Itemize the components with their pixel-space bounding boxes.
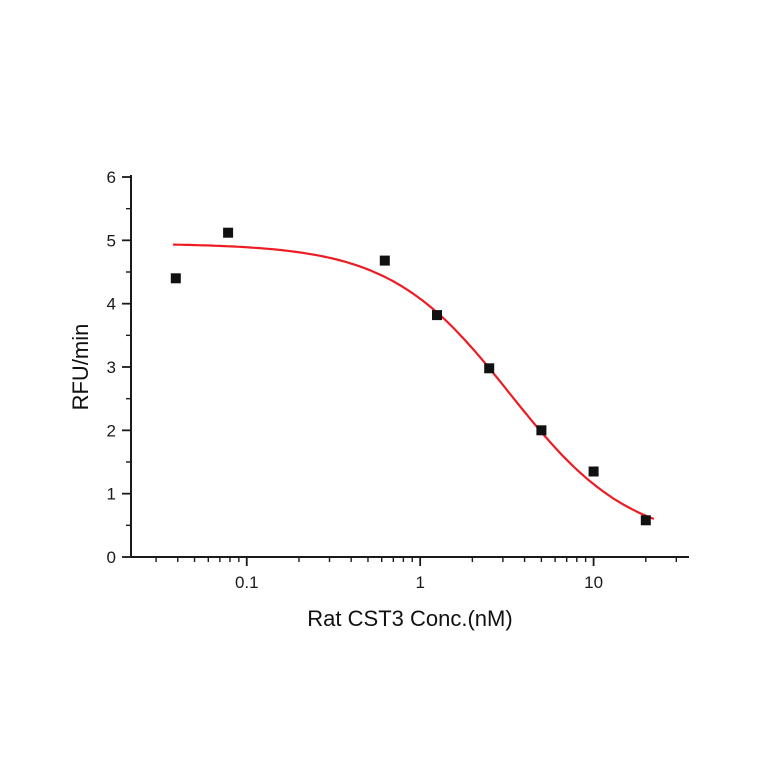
x-axis-title: Rat CST3 Conc.(nM) bbox=[307, 606, 512, 631]
tick-labels: 0 1 2 3 4 5 6 0.1 1 10 bbox=[107, 168, 604, 592]
fit-curve-path bbox=[172, 243, 655, 520]
data-point bbox=[536, 425, 547, 436]
data-point bbox=[223, 227, 234, 238]
y-tick-label: 0 bbox=[107, 548, 116, 567]
y-tick-label: 6 bbox=[107, 168, 116, 187]
y-tick-label: 5 bbox=[107, 231, 116, 250]
y-tick-label: 1 bbox=[107, 485, 116, 504]
data-point bbox=[640, 515, 651, 526]
y-tick-label: 3 bbox=[107, 358, 116, 377]
data-points-layer bbox=[170, 227, 651, 526]
data-point bbox=[170, 273, 181, 284]
y-tick-label: 2 bbox=[107, 421, 116, 440]
x-tick-label: 1 bbox=[415, 573, 424, 592]
data-point bbox=[484, 363, 495, 374]
x-tick-label: 10 bbox=[584, 573, 603, 592]
data-point bbox=[588, 466, 599, 477]
y-tick-label: 4 bbox=[107, 295, 116, 314]
tick-marks bbox=[122, 176, 678, 566]
fit-curve-layer bbox=[172, 243, 655, 520]
axes bbox=[130, 175, 689, 558]
y-axis-title: RFU/min bbox=[68, 324, 93, 411]
x-tick-label: 0.1 bbox=[235, 573, 259, 592]
data-point bbox=[432, 310, 442, 321]
data-point bbox=[379, 255, 390, 266]
